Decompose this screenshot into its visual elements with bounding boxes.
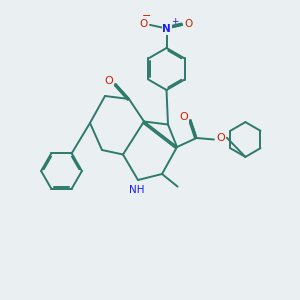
Text: O: O xyxy=(216,133,225,143)
Text: −: − xyxy=(142,11,152,22)
Text: O: O xyxy=(184,19,193,29)
Text: +: + xyxy=(171,17,179,26)
Text: O: O xyxy=(139,19,148,29)
Text: N: N xyxy=(162,24,171,34)
Text: NH: NH xyxy=(129,184,144,195)
Text: O: O xyxy=(179,112,188,122)
Text: O: O xyxy=(104,76,113,86)
